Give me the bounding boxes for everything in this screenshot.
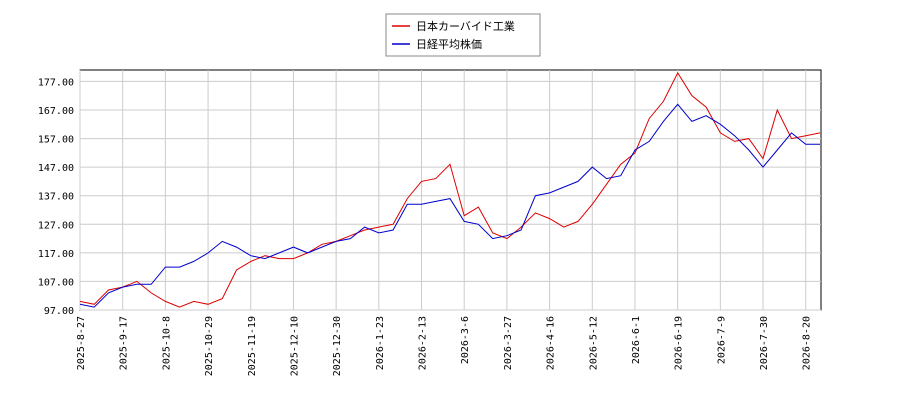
y-tick-label: 147.00 [38,163,74,174]
x-tick-label: 2025-8-27 [76,316,87,370]
x-tick-label: 2026-8-20 [802,316,813,370]
x-tick-label: 2026-3-6 [460,316,471,364]
y-tick-label: 127.00 [38,220,74,231]
x-tick-label: 2026-4-16 [546,316,557,370]
x-tick-label: 2026-6-1 [631,316,642,364]
y-tick-label: 177.00 [38,77,74,88]
x-tick-label: 2026-7-9 [716,316,727,364]
x-tick-label: 2026-2-13 [418,316,429,370]
x-tick-label: 2026-7-30 [759,316,770,370]
y-tick-label: 167.00 [38,106,74,117]
y-tick-label: 137.00 [38,192,74,203]
y-tick-label: 97.00 [44,306,74,317]
x-tick-label: 2025-12-30 [332,316,343,376]
plot-area [79,69,822,311]
x-tick-label: 2025-9-17 [119,316,130,370]
series-line [79,103,820,308]
x-tick-label: 2025-10-8 [161,316,172,370]
series-line [79,71,821,308]
x-tick-label: 2026-6-19 [674,316,685,370]
x-tick-label: 2025-12-10 [289,316,300,376]
x-tick-label: 2026-5-12 [588,316,599,370]
x-tick-label: 2026-1-23 [375,316,386,370]
legend-box [385,13,541,57]
x-tick-label: 2026-3-27 [503,316,514,370]
y-tick-label: 157.00 [38,135,74,146]
x-tick-label: 2025-10-29 [204,316,215,376]
legend-label: 日本カーバイド工業 [416,19,515,33]
x-tick-label: 2025-11-19 [247,316,258,376]
y-tick-label: 117.00 [38,249,74,260]
y-tick-label: 107.00 [38,277,74,288]
legend-label: 日経平均株価 [416,37,482,51]
